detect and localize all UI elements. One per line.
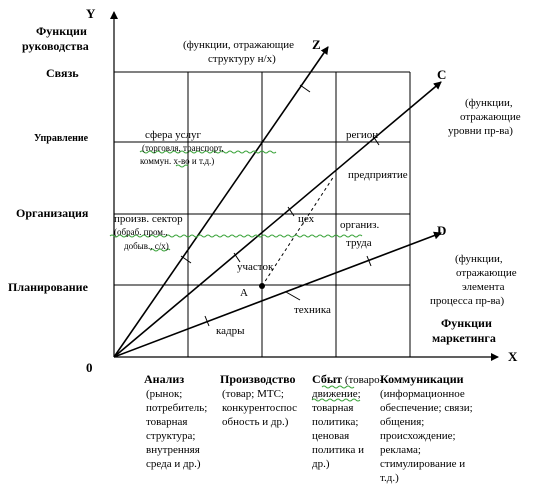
column-production-title: Производство xyxy=(220,372,296,386)
ray-z-letter: Z xyxy=(312,37,321,52)
squiggle-services-note xyxy=(139,150,277,154)
column-communications-line: общения; xyxy=(380,416,424,428)
column-analysis-line: товарная xyxy=(146,416,187,428)
ray-c-tick-1 xyxy=(233,252,241,263)
workshop-label: цех xyxy=(298,213,315,225)
enterprise-label: предприятие xyxy=(348,169,408,181)
services-note-line1: (торговля, транспорт, xyxy=(142,143,224,153)
column-production-line: обность и др.) xyxy=(222,416,289,428)
column-analysis-line: внутренняя xyxy=(146,444,200,456)
production-note-line1: (обраб. пром., xyxy=(114,227,168,237)
dashed-line-a-to-c xyxy=(261,175,335,287)
column-sales-title-row: Сбыт (товаро- xyxy=(312,372,384,386)
services-label: сфера услуг xyxy=(145,129,202,141)
column-communications-line: стимулирование и xyxy=(380,458,465,470)
technics-leader xyxy=(285,291,301,301)
services-note-line2: коммун. х-во и т.д.) xyxy=(140,156,214,166)
ray-c-note-line3: уровни пр-ва) xyxy=(448,125,513,137)
squiggle-sales-title xyxy=(321,385,355,389)
column-communications: Коммуникации (информационное обеспечение… xyxy=(380,372,473,484)
column-analysis-title: Анализ xyxy=(144,372,184,386)
ray-d-note-line1: (функции, xyxy=(455,253,503,265)
column-production-line: конкурентоспос xyxy=(222,402,297,414)
squiggle-services-note-2 xyxy=(175,164,189,168)
y-level-planning: Планирование xyxy=(8,280,89,294)
ray-d-tick-2 xyxy=(366,255,372,267)
technics-label: техника xyxy=(294,304,331,316)
column-sales-line: движение; xyxy=(312,388,361,400)
column-sales-title: Сбыт xyxy=(312,372,342,386)
column-communications-line: реклама; xyxy=(380,444,421,456)
column-analysis-line: среда и др.) xyxy=(146,458,201,470)
column-production-line: (товар; МТС; xyxy=(222,388,284,400)
y-axis-letter: Y xyxy=(86,6,96,21)
ray-z-note-line1: (функции, отражающие xyxy=(183,39,294,51)
site-label: участок xyxy=(237,261,274,273)
column-communications-line: т.д.) xyxy=(380,472,399,484)
production-sector-label: произв. сектор xyxy=(114,213,183,225)
column-sales-line: политика; xyxy=(312,416,358,428)
column-analysis-line: потребитель; xyxy=(146,402,207,414)
ray-ticks xyxy=(180,84,380,327)
y-level-management: Управление xyxy=(34,133,89,144)
ray-d-letter: D xyxy=(437,223,446,238)
column-sales-line: др.) xyxy=(312,458,330,470)
column-analysis-line: (рынок; xyxy=(146,388,182,400)
ray-d xyxy=(113,231,442,358)
ray-d-note-line2: отражающие xyxy=(456,267,517,279)
y-level-communication: Связь xyxy=(46,66,79,80)
ray-z-note-line2: структуру н/х) xyxy=(208,53,276,65)
column-production: Производство (товар; МТС; конкурентоспос… xyxy=(220,372,297,428)
column-communications-line: (информационное xyxy=(380,388,465,400)
column-sales-line: ценовая xyxy=(312,430,349,442)
y-axis-title-line2: руководства xyxy=(22,39,89,53)
column-analysis-line: структура; xyxy=(146,430,195,442)
point-a-label: A xyxy=(240,287,248,299)
labor-org-line2: труда xyxy=(346,237,372,249)
column-communications-title: Коммуникации xyxy=(380,372,464,386)
personnel-label: кадры xyxy=(216,325,245,337)
column-sales-title-suffix: (товаро- xyxy=(342,374,384,386)
column-communications-line: обеспечение; связи; xyxy=(380,402,473,414)
y-level-organization: Организация xyxy=(16,206,89,220)
ray-c-tick-2 xyxy=(287,206,295,217)
ray-c-note-line1: (функции, xyxy=(465,97,513,109)
labor-org-line1: организ. xyxy=(340,219,380,231)
column-sales-line: политика и xyxy=(312,444,364,456)
x-axis-letter: X xyxy=(508,349,518,364)
ray-d-note-line3: элемента xyxy=(462,281,505,293)
column-sales-line: товарная xyxy=(312,402,353,414)
column-sales: Сбыт (товаро- движение; товарная политик… xyxy=(312,372,384,470)
ray-c xyxy=(113,81,442,358)
ray-z-tick-1 xyxy=(180,255,192,264)
production-note-line2: добыв., с/х) xyxy=(124,241,169,251)
ray-z xyxy=(113,46,329,358)
squiggle-production-note xyxy=(109,234,363,238)
ray-z-tick-2 xyxy=(299,84,311,93)
x-axis-title-line1: Функции xyxy=(441,316,492,330)
ray-c-letter: C xyxy=(437,67,446,82)
ray-d-note-line4: процесса пр-ва) xyxy=(430,295,504,307)
squiggle-sales-line1 xyxy=(311,398,361,402)
ray-c-tick-3 xyxy=(372,135,380,146)
origin-label: 0 xyxy=(86,360,93,375)
column-analysis: Анализ (рынок; потребитель; товарная стр… xyxy=(144,372,207,470)
region-label: регион xyxy=(346,129,378,141)
ray-d-tick-1 xyxy=(204,315,210,327)
squiggle-production-note-2 xyxy=(149,248,171,252)
point-a-marker xyxy=(259,283,265,289)
ray-c-note-line2: отражающие xyxy=(460,111,521,123)
y-axis-title-line1: Функции xyxy=(36,24,87,38)
x-axis-title-line2: маркетинга xyxy=(432,331,496,345)
column-communications-line: происхождение; xyxy=(380,430,456,442)
